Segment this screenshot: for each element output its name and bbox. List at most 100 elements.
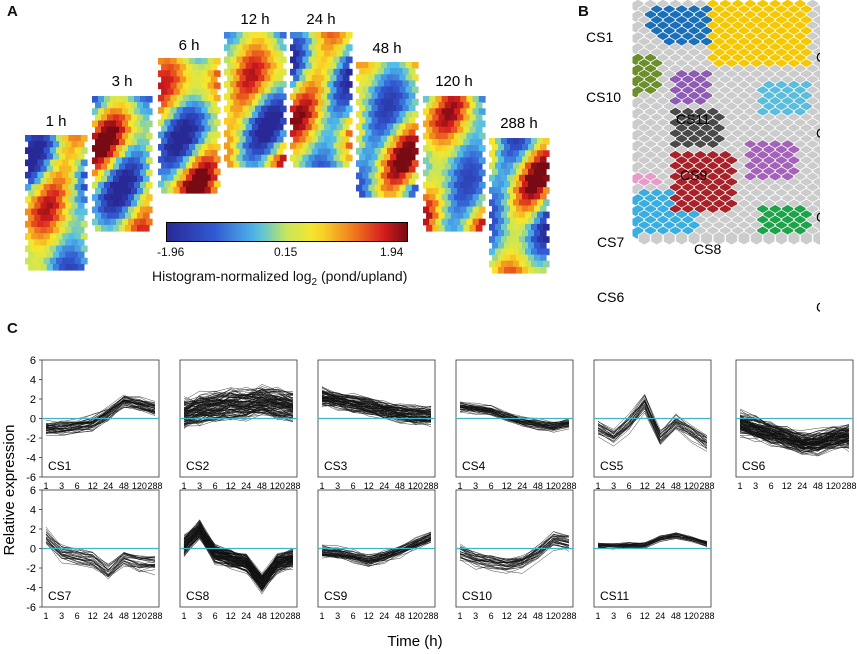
series-lines-cs5 bbox=[597, 393, 708, 452]
subplot-name: CS5 bbox=[600, 459, 624, 473]
subplot-name: CS3 bbox=[324, 459, 348, 473]
subplot-name: CS9 bbox=[324, 589, 348, 603]
y-tick-label: 0 bbox=[30, 544, 36, 556]
panel-c-label: C bbox=[7, 320, 18, 337]
x-tick-label: 12 bbox=[640, 611, 650, 621]
x-tick-label: 3 bbox=[59, 611, 64, 621]
x-tick-label: 48 bbox=[533, 611, 543, 621]
x-axis-label: Time (h) bbox=[387, 633, 442, 650]
x-tick-label: 12 bbox=[502, 481, 512, 491]
x-tick-label: 3 bbox=[611, 481, 616, 491]
series-lines-cs7 bbox=[45, 526, 156, 580]
series-lines-cs3 bbox=[321, 386, 432, 428]
x-tick-label: 288 bbox=[561, 481, 576, 491]
x-tick-label: 288 bbox=[285, 611, 300, 621]
panel-b-cluster-map: CS1 CS2 CS10 CS11 CS3 CS9 CS4 CS7 CS8 CS6 CS5 bbox=[586, 0, 820, 315]
x-tick-label: 288 bbox=[561, 611, 576, 621]
x-tick-label: 288 bbox=[147, 481, 162, 491]
x-tick-label: 6 bbox=[351, 611, 356, 621]
series-lines-cs8 bbox=[183, 519, 294, 595]
subplot-name: CS6 bbox=[742, 459, 766, 473]
x-tick-label: 6 bbox=[213, 481, 218, 491]
colorbar-mid: 0.15 bbox=[274, 245, 298, 259]
x-tick-label: 12 bbox=[226, 481, 236, 491]
map-time-label: 6 h bbox=[179, 37, 200, 54]
map-time-label: 1 h bbox=[46, 113, 67, 130]
x-tick-label: 6 bbox=[489, 611, 494, 621]
som-map-4 bbox=[224, 32, 287, 168]
panel-b-label: B bbox=[578, 3, 589, 20]
x-tick-label: 48 bbox=[395, 611, 405, 621]
x-tick-label: 120 bbox=[684, 481, 699, 491]
map-time-label: 12 h bbox=[240, 11, 269, 28]
y-tick-label: 2 bbox=[30, 394, 36, 406]
x-tick-label: 6 bbox=[769, 481, 774, 491]
x-tick-label: 48 bbox=[533, 481, 543, 491]
x-tick-label: 120 bbox=[132, 481, 147, 491]
x-tick-label: 24 bbox=[379, 481, 389, 491]
x-tick-label: 48 bbox=[119, 481, 129, 491]
som-map-7 bbox=[423, 96, 486, 232]
x-tick-label: 120 bbox=[270, 611, 285, 621]
x-tick-label: 120 bbox=[270, 481, 285, 491]
x-tick-label: 3 bbox=[59, 481, 64, 491]
series-lines-cs4 bbox=[459, 401, 570, 433]
x-tick-label: 6 bbox=[213, 611, 218, 621]
cluster-label-cs3: CS3 bbox=[816, 125, 820, 141]
subplot-name: CS8 bbox=[186, 589, 210, 603]
hex-grid bbox=[631, 0, 820, 246]
subplot-name: CS2 bbox=[186, 459, 210, 473]
x-tick-label: 1 bbox=[319, 481, 324, 491]
som-map-1 bbox=[25, 135, 88, 271]
x-tick-label: 12 bbox=[88, 611, 98, 621]
x-tick-label: 6 bbox=[75, 481, 80, 491]
subplot-name: CS10 bbox=[462, 589, 492, 603]
x-tick-label: 24 bbox=[241, 481, 251, 491]
cluster-label-cs8: CS8 bbox=[694, 241, 721, 257]
x-tick-label: 1 bbox=[457, 481, 462, 491]
subplot-cs1: CS11 3 6 12 24 48 120 288 6 4 2 0 -2 -4 -6 bbox=[26, 355, 162, 491]
cluster-label-cs1: CS1 bbox=[586, 29, 613, 45]
y-tick-label: -4 bbox=[26, 453, 36, 465]
x-tick-label: 12 bbox=[364, 611, 374, 621]
map-time-label: 48 h bbox=[372, 40, 401, 57]
series-lines-cs1 bbox=[45, 394, 156, 437]
x-tick-label: 24 bbox=[241, 611, 251, 621]
x-tick-label: 24 bbox=[379, 611, 389, 621]
cluster-label-cs6: CS6 bbox=[597, 289, 624, 305]
x-tick-label: 1 bbox=[595, 611, 600, 621]
x-tick-label: 120 bbox=[408, 481, 423, 491]
x-tick-label: 3 bbox=[753, 481, 758, 491]
cluster-label-cs9: CS9 bbox=[680, 167, 707, 183]
x-tick-label: 12 bbox=[782, 481, 792, 491]
series-lines-cs9 bbox=[321, 531, 432, 567]
series-lines-cs10 bbox=[459, 531, 570, 574]
x-tick-label: 48 bbox=[257, 481, 267, 491]
cluster-label-cs11: CS11 bbox=[676, 111, 710, 127]
x-tick-label: 24 bbox=[655, 611, 665, 621]
x-tick-label: 12 bbox=[88, 481, 98, 491]
x-tick-label: 288 bbox=[147, 611, 162, 621]
x-tick-label: 12 bbox=[640, 481, 650, 491]
y-tick-label: -6 bbox=[26, 602, 36, 614]
x-tick-label: 24 bbox=[103, 611, 113, 621]
y-tick-label: 0 bbox=[30, 414, 36, 426]
x-tick-label: 1 bbox=[181, 481, 186, 491]
colorbar-min: -1.96 bbox=[157, 245, 185, 259]
x-tick-label: 12 bbox=[502, 611, 512, 621]
cluster-label-cs5: CS5 bbox=[816, 299, 820, 315]
cluster-label-cs4: CS4 bbox=[816, 209, 820, 225]
y-tick-label: 6 bbox=[30, 355, 36, 367]
colorbar-label: Histogram-normalized log2 (pond/upland) bbox=[152, 268, 408, 288]
som-map-5 bbox=[290, 32, 353, 168]
x-tick-label: 1 bbox=[595, 481, 600, 491]
x-tick-label: 48 bbox=[119, 611, 129, 621]
x-tick-label: 12 bbox=[226, 611, 236, 621]
x-tick-label: 48 bbox=[671, 611, 681, 621]
x-tick-label: 3 bbox=[335, 481, 340, 491]
